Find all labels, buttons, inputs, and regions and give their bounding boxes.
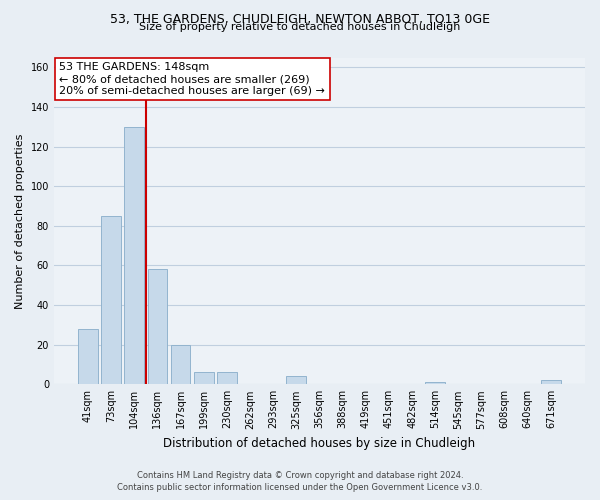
Text: 53, THE GARDENS, CHUDLEIGH, NEWTON ABBOT, TQ13 0GE: 53, THE GARDENS, CHUDLEIGH, NEWTON ABBOT… bbox=[110, 12, 490, 26]
Bar bbox=[101, 216, 121, 384]
Bar bbox=[170, 344, 190, 385]
X-axis label: Distribution of detached houses by size in Chudleigh: Distribution of detached houses by size … bbox=[163, 437, 476, 450]
Text: 53 THE GARDENS: 148sqm
← 80% of detached houses are smaller (269)
20% of semi-de: 53 THE GARDENS: 148sqm ← 80% of detached… bbox=[59, 62, 325, 96]
Bar bbox=[148, 270, 167, 384]
Bar bbox=[194, 372, 214, 384]
Bar bbox=[541, 380, 561, 384]
Bar bbox=[124, 127, 144, 384]
Bar bbox=[217, 372, 236, 384]
Text: Size of property relative to detached houses in Chudleigh: Size of property relative to detached ho… bbox=[139, 22, 461, 32]
Y-axis label: Number of detached properties: Number of detached properties bbox=[15, 133, 25, 308]
Text: Contains HM Land Registry data © Crown copyright and database right 2024.
Contai: Contains HM Land Registry data © Crown c… bbox=[118, 471, 482, 492]
Bar bbox=[425, 382, 445, 384]
Bar bbox=[286, 376, 306, 384]
Bar bbox=[78, 329, 98, 384]
